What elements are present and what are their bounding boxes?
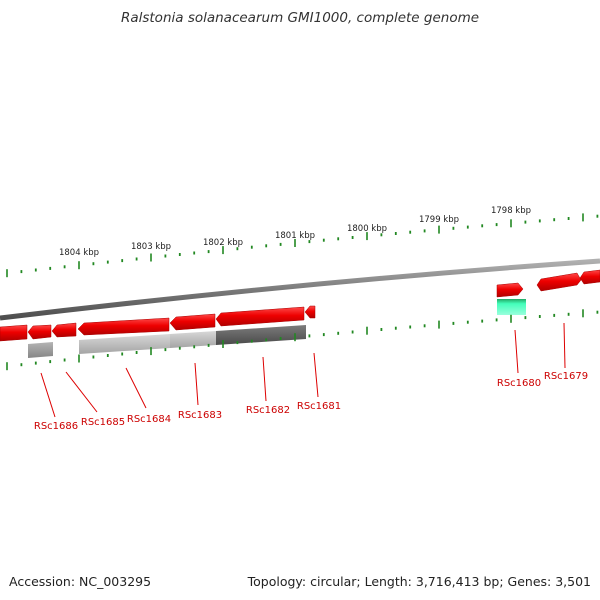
scale-labels: 1804 kbp 1803 kbp 1802 kbp 1801 kbp 1800… xyxy=(59,206,531,258)
gene-rsc1681-arrow[interactable] xyxy=(304,305,316,319)
gene-label-rsc1679[interactable]: RSc1679 xyxy=(544,371,588,382)
gene-label-rsc1682[interactable]: RSc1682 xyxy=(246,405,290,416)
feature-block-rsc1683 xyxy=(170,331,216,348)
gene-label-rsc1686[interactable]: RSc1686 xyxy=(34,421,78,432)
leader-rsc1682 xyxy=(262,356,267,402)
genome-summary-text: Topology: circular; Length: 3,716,413 bp… xyxy=(247,574,591,589)
gene-label-rsc1684[interactable]: RSc1684 xyxy=(127,414,171,425)
scale-label-1799: 1799 kbp xyxy=(419,215,459,225)
scale-label-1800: 1800 kbp xyxy=(347,224,387,234)
genome-title: Ralstonia solanacearum GMI1000, complete… xyxy=(121,10,479,26)
gene-rsc1686-arrow[interactable] xyxy=(27,324,52,340)
gene-rsc1680-arrow[interactable] xyxy=(496,282,524,298)
scale-label-1801: 1801 kbp xyxy=(275,231,315,241)
scale-label-1798: 1798 kbp xyxy=(491,206,531,216)
leader-rsc1683 xyxy=(194,362,199,406)
gene-label-rsc1685[interactable]: RSc1685 xyxy=(81,417,125,428)
feature-block-rsc1682 xyxy=(216,325,306,345)
gene-labels: RSc1686 RSc1685 RSc1684 RSc1683 RSc1682 … xyxy=(34,371,588,432)
gene-label-rsc1683[interactable]: RSc1683 xyxy=(178,410,222,421)
accession-text: Accession: NC_003295 xyxy=(9,574,151,589)
gene-rsc1685-arrow[interactable] xyxy=(51,322,77,338)
scale-label-1802: 1802 kbp xyxy=(203,238,243,248)
genome-backbone xyxy=(0,258,600,321)
leader-rsc1681 xyxy=(313,352,319,398)
leader-rsc1680 xyxy=(514,329,519,374)
scale-label-1803: 1803 kbp xyxy=(131,242,171,252)
feature-track xyxy=(28,299,526,358)
leader-rsc1684 xyxy=(125,367,147,409)
gene-rsc1679-arrow[interactable] xyxy=(536,272,582,292)
feature-block-rsc1686 xyxy=(28,342,53,358)
gene-rsc1683-arrow[interactable] xyxy=(169,313,216,331)
reverse-genes xyxy=(0,305,316,342)
gene-rsc1687-arrow[interactable] xyxy=(0,324,28,342)
gene-rsc1682-arrow[interactable] xyxy=(215,306,305,327)
leader-rsc1685 xyxy=(65,371,98,413)
gene-label-rsc1680[interactable]: RSc1680 xyxy=(497,378,541,389)
gene-rsc1684-arrow[interactable] xyxy=(77,317,170,336)
gene-label-rsc1681[interactable]: RSc1681 xyxy=(297,401,341,412)
gene-partial-arrow[interactable] xyxy=(579,269,600,285)
gene-leader-lines xyxy=(40,322,566,418)
feature-block-rsc1680 xyxy=(497,299,526,315)
lower-scale-ticks xyxy=(6,309,599,371)
upper-scale-ticks xyxy=(6,213,599,278)
leader-rsc1679 xyxy=(563,322,566,369)
feature-block-rsc1684 xyxy=(79,334,170,354)
leader-rsc1686 xyxy=(40,372,56,418)
scale-label-1804: 1804 kbp xyxy=(59,248,99,258)
forward-genes xyxy=(496,269,600,298)
